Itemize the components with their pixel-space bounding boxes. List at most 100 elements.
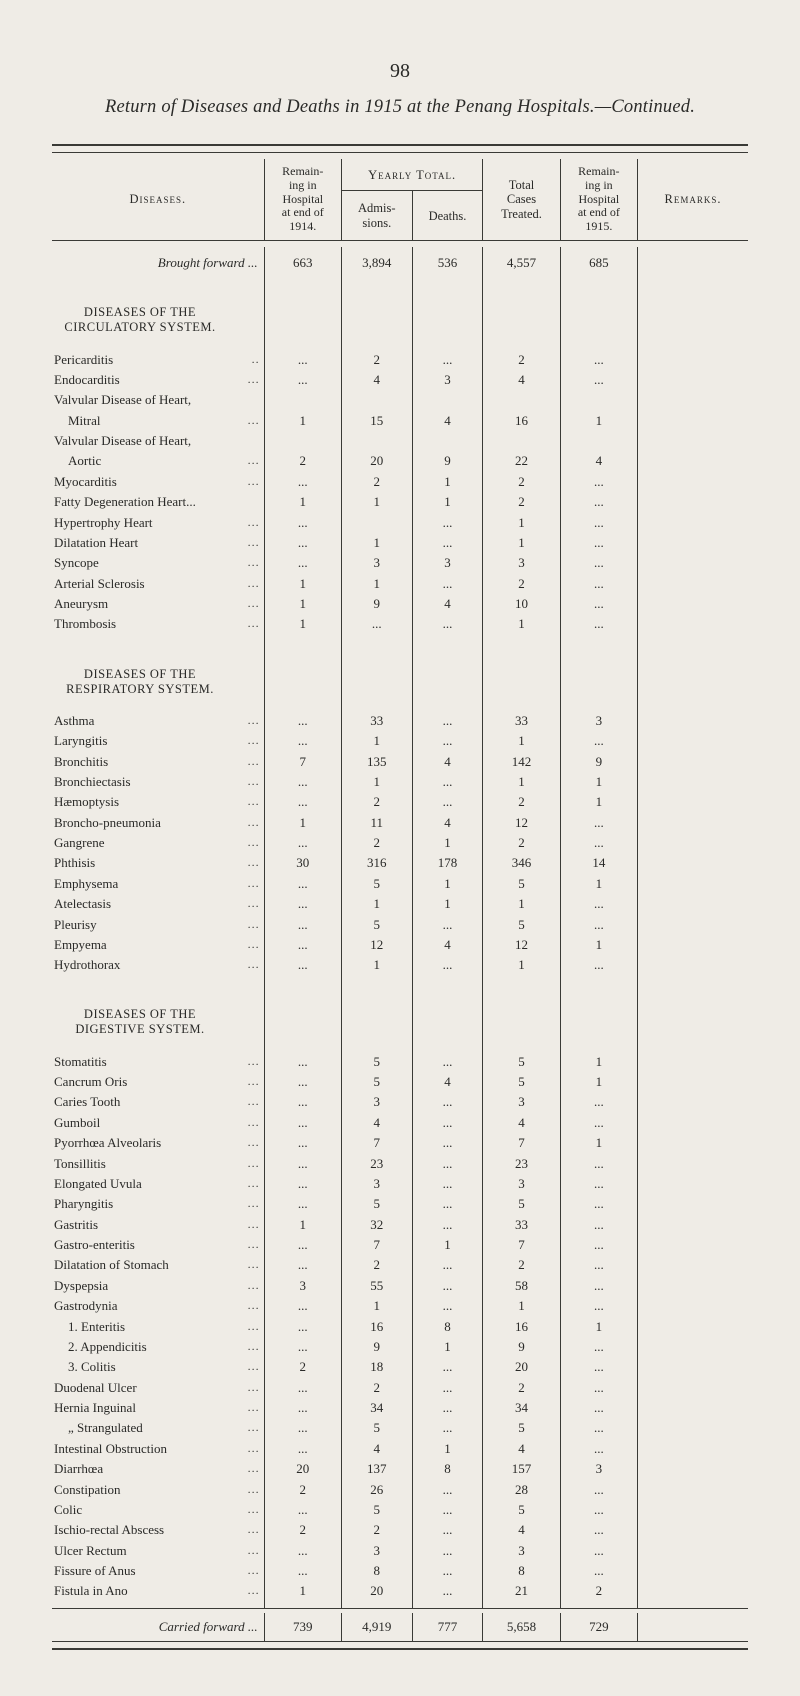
table-row: Bronchiectasis......1...11 — [52, 772, 748, 792]
cell-deaths: 4 — [412, 812, 483, 832]
cell-remain1915: ... — [560, 812, 637, 832]
cell-admissions — [341, 390, 412, 410]
cell-remain1914: 1 — [264, 1214, 341, 1234]
leader-dots: ... — [248, 794, 260, 809]
cell-remain1915 — [560, 431, 637, 451]
cell-remarks — [638, 812, 749, 832]
disease-name: Aneurysm — [54, 596, 108, 612]
cell-remain1915: ... — [560, 1500, 637, 1520]
table-row: Gastritis...132...33... — [52, 1214, 748, 1234]
cell-remain1915: ... — [560, 955, 637, 975]
cell-deaths: ... — [412, 533, 483, 553]
cell-remain1914 — [264, 390, 341, 410]
table-row: Colic......5...5... — [52, 1500, 748, 1520]
table-row: Mitral...1154161 — [52, 410, 748, 430]
disease-name: Aortic — [54, 453, 101, 469]
cell-admissions: 2 — [341, 1377, 412, 1397]
cell-deaths: ... — [412, 1255, 483, 1275]
cell-remain1915: ... — [560, 1255, 637, 1275]
cell-remarks — [638, 533, 749, 553]
cell-remain1914: ... — [264, 1296, 341, 1316]
disease-name: 1. Enteritis — [54, 1319, 125, 1335]
cell-deaths: 1 — [412, 894, 483, 914]
cell-total: 7 — [483, 1133, 560, 1153]
cell-admissions: 2 — [341, 833, 412, 853]
disease-name: Caries Tooth — [54, 1094, 120, 1110]
section-heading: DISEASES OF THEDIGESTIVE SYSTEM. — [52, 991, 748, 1045]
cell-admissions: 8 — [341, 1561, 412, 1581]
leader-dots: ... — [248, 616, 260, 631]
cf-remain1914: 739 — [264, 1613, 341, 1642]
disease-name-cell: Duodenal Ulcer... — [52, 1377, 264, 1397]
table-row: Emphysema......5151 — [52, 874, 748, 894]
cell-total: 4 — [483, 370, 560, 390]
disease-name: Asthma — [54, 713, 94, 729]
cell-total: 22 — [483, 451, 560, 471]
cell-remain1914: ... — [264, 772, 341, 792]
col-diseases: Diseases. — [52, 159, 264, 240]
section-heading-line: DISEASES OF THE — [54, 667, 226, 682]
leader-dots: ... — [248, 413, 260, 428]
table-row: 2. Appendicitis......919... — [52, 1337, 748, 1357]
leader-dots: ... — [248, 1135, 260, 1150]
cell-deaths: ... — [412, 614, 483, 634]
cell-deaths: 4 — [412, 751, 483, 771]
leader-dots: ... — [248, 754, 260, 769]
cell-admissions: 3 — [341, 1174, 412, 1194]
cell-admissions: 5 — [341, 1051, 412, 1071]
cell-deaths: 4 — [412, 410, 483, 430]
cell-deaths: ... — [412, 1377, 483, 1397]
disease-name-cell: Gastrodynia... — [52, 1296, 264, 1316]
cell-remain1914: 7 — [264, 751, 341, 771]
cell-remain1914: ... — [264, 1540, 341, 1560]
table-row: Broncho-pneumonia...111412... — [52, 812, 748, 832]
table-row: Laryngitis......1...1... — [52, 731, 748, 751]
leader-dots: ... — [248, 372, 260, 387]
cell-remain1914: ... — [264, 1337, 341, 1357]
cell-deaths: 1 — [412, 874, 483, 894]
section-heading-line: DISEASES OF THE — [54, 305, 226, 320]
cell-admissions: 7 — [341, 1235, 412, 1255]
table-row: Aneurysm...19410... — [52, 594, 748, 614]
disease-name: Broncho-pneumonia — [54, 815, 161, 831]
cell-remain1915: 1 — [560, 1072, 637, 1092]
cell-deaths: 4 — [412, 594, 483, 614]
leader-dots: ... — [248, 774, 260, 789]
cell-remarks — [638, 1174, 749, 1194]
disease-name: Emphysema — [54, 876, 118, 892]
table-row: Cancrum Oris......5451 — [52, 1072, 748, 1092]
cell-remain1914: ... — [264, 1113, 341, 1133]
cell-remain1914: 1 — [264, 812, 341, 832]
cell-deaths: 1 — [412, 472, 483, 492]
cell-remain1915: ... — [560, 349, 637, 369]
cell-remain1915: 14 — [560, 853, 637, 873]
cell-remarks — [638, 492, 749, 512]
disease-name-cell: Tonsillitis... — [52, 1153, 264, 1173]
table-row: Gastrodynia......1...1... — [52, 1296, 748, 1316]
disease-name-cell: Hernia Inguinal... — [52, 1398, 264, 1418]
cell-remarks — [638, 1296, 749, 1316]
disease-name-cell: Myocarditis... — [52, 472, 264, 492]
cell-remarks — [638, 1051, 749, 1071]
cell-deaths: ... — [412, 1276, 483, 1296]
cell-admissions: ... — [341, 614, 412, 634]
cell-admissions — [341, 512, 412, 532]
cell-remain1914: 1 — [264, 594, 341, 614]
leader-dots: ... — [248, 1359, 260, 1374]
table-row: Hydrothorax......1...1... — [52, 955, 748, 975]
table-row: Gastro-enteritis......717... — [52, 1235, 748, 1255]
carried-forward-label: Carried forward ... — [52, 1613, 264, 1642]
leader-dots: ... — [248, 1502, 260, 1517]
table-row: Fissure of Anus......8...8... — [52, 1561, 748, 1581]
cell-remain1915: ... — [560, 512, 637, 532]
cell-remain1915: ... — [560, 370, 637, 390]
cell-admissions: 12 — [341, 935, 412, 955]
leader-dots: ... — [248, 1563, 260, 1578]
cell-total: 2 — [483, 833, 560, 853]
cell-total: 3 — [483, 1174, 560, 1194]
cell-remain1915: 3 — [560, 1459, 637, 1479]
cell-remain1914: 2 — [264, 451, 341, 471]
cell-remain1914: ... — [264, 833, 341, 853]
cell-remain1915: ... — [560, 553, 637, 573]
cell-admissions: 23 — [341, 1153, 412, 1173]
